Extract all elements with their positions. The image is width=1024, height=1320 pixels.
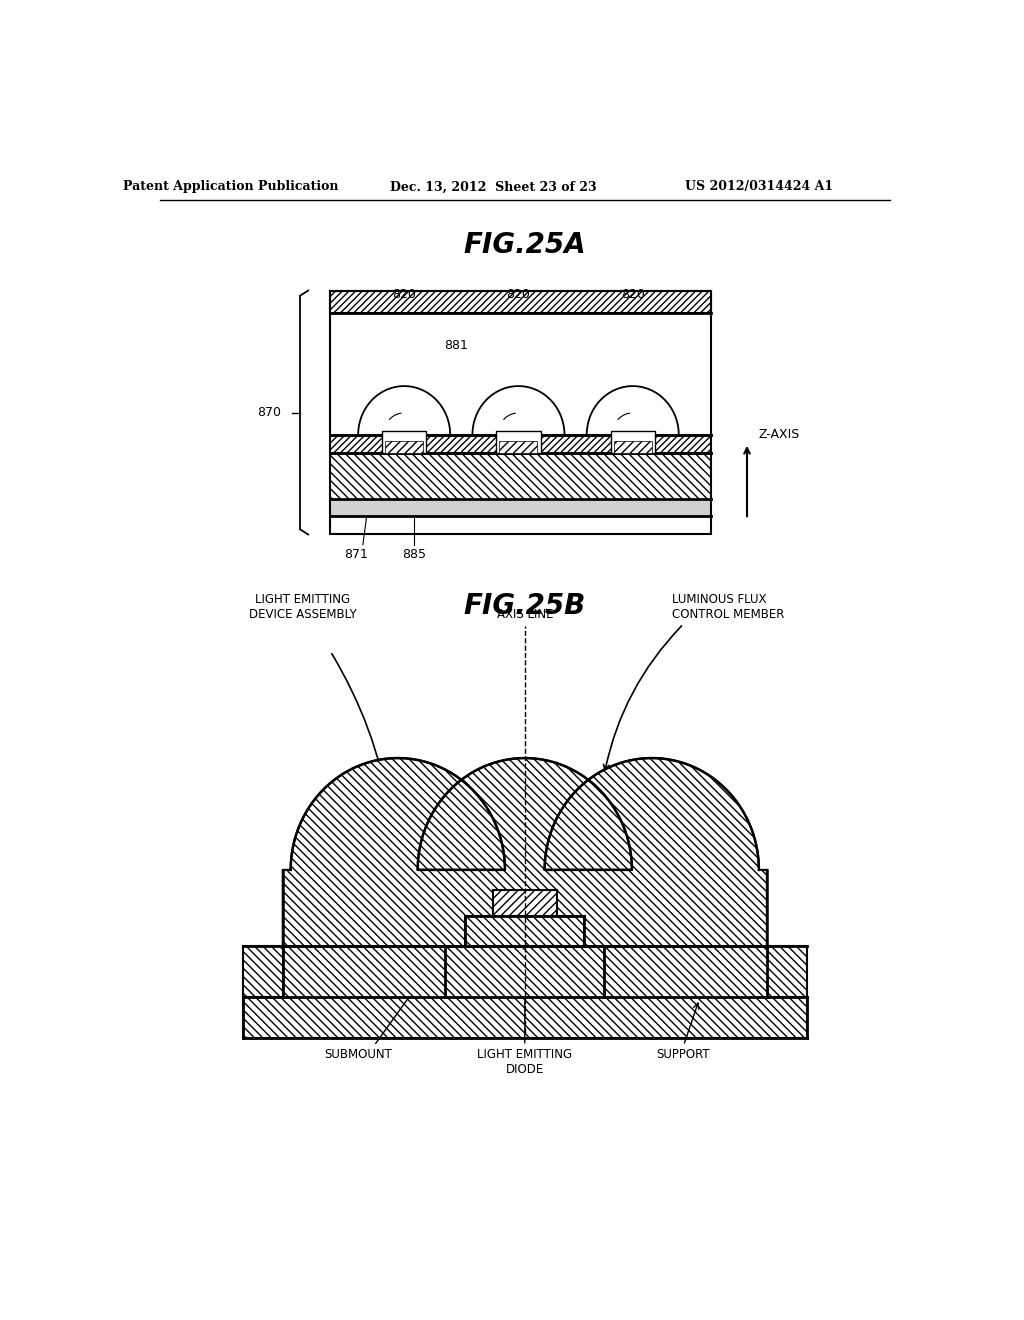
Text: SUPPORT: SUPPORT (656, 1048, 711, 1061)
Text: 871: 871 (345, 548, 369, 561)
Text: AXIS LINE: AXIS LINE (497, 609, 553, 620)
Polygon shape (283, 758, 767, 946)
Bar (283, 946, 445, 997)
Bar (494, 890, 557, 916)
Text: SUBMOUNT: SUBMOUNT (325, 1048, 392, 1061)
Text: US 2012/0314424 A1: US 2012/0314424 A1 (685, 181, 833, 193)
Text: Z-AXIS: Z-AXIS (759, 428, 800, 441)
Bar (497, 430, 541, 453)
Bar (604, 946, 767, 997)
Text: Patent Application Publication: Patent Application Publication (124, 181, 339, 193)
Text: FIG.25B: FIG.25B (464, 591, 586, 619)
Bar (331, 313, 712, 434)
Polygon shape (358, 385, 451, 434)
Text: 881: 881 (443, 338, 468, 351)
Text: LUMINOUS FLUX
CONTROL MEMBER: LUMINOUS FLUX CONTROL MEMBER (672, 593, 784, 620)
Bar (331, 453, 712, 499)
Text: FIG.25A: FIG.25A (464, 231, 586, 259)
Polygon shape (587, 385, 679, 434)
Text: LIGHT EMITTING
DEVICE ASSEMBLY: LIGHT EMITTING DEVICE ASSEMBLY (249, 593, 356, 620)
Bar (767, 946, 807, 997)
Text: 885: 885 (401, 548, 426, 561)
Bar (610, 430, 655, 453)
Text: LIGHT EMITTING
DIODE: LIGHT EMITTING DIODE (477, 1048, 572, 1076)
Bar (243, 946, 283, 997)
Bar (613, 441, 651, 453)
Bar (331, 290, 712, 535)
Bar (385, 441, 423, 453)
Bar (331, 290, 712, 535)
Bar (465, 916, 585, 946)
Bar (500, 441, 538, 453)
Text: 820: 820 (621, 288, 645, 301)
Bar (445, 946, 604, 997)
Bar (382, 430, 426, 453)
Bar (331, 434, 712, 453)
Text: 820: 820 (507, 288, 530, 301)
Text: 820: 820 (392, 288, 416, 301)
Text: 870: 870 (257, 407, 282, 418)
Bar (243, 997, 807, 1038)
Text: Dec. 13, 2012  Sheet 23 of 23: Dec. 13, 2012 Sheet 23 of 23 (390, 181, 596, 193)
Polygon shape (472, 385, 564, 434)
Bar (331, 499, 712, 516)
Bar (331, 290, 712, 313)
Polygon shape (283, 758, 767, 946)
